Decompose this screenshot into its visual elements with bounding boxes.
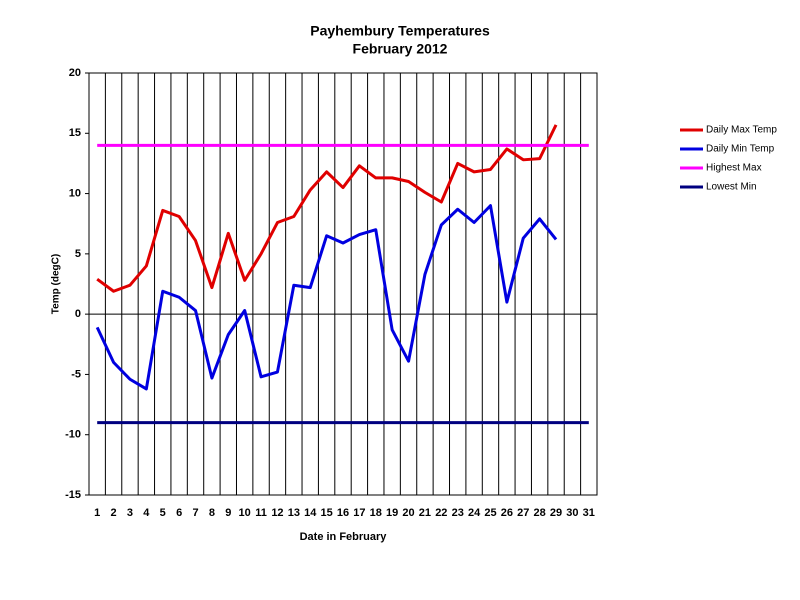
y-tick-label: -10 [65,429,81,441]
x-tick-label: 30 [566,507,578,519]
x-tick-label: 18 [370,507,382,519]
legend-label: Highest Max [706,163,762,174]
x-tick-label: 15 [320,507,332,519]
y-tick-label: 0 [75,308,81,320]
y-tick-label: -15 [65,489,81,501]
x-tick-label: 14 [304,507,317,519]
y-tick-label: 5 [75,248,81,260]
x-tick-label: 29 [550,507,562,519]
x-tick-label: 7 [192,507,198,519]
x-tick-label: 25 [484,507,496,519]
x-tick-label: 20 [402,507,414,519]
x-tick-label: 1 [94,507,100,519]
x-tick-label: 21 [419,507,431,519]
x-tick-label: 12 [271,507,283,519]
x-tick-label: 8 [209,507,215,519]
legend-label: Daily Max Temp [706,125,777,136]
legend-label: Daily Min Temp [706,144,775,155]
x-tick-label: 3 [127,507,133,519]
x-tick-label: 19 [386,507,398,519]
x-tick-label: 13 [288,507,300,519]
legend-label: Lowest Min [706,182,757,193]
x-tick-label: 22 [435,507,447,519]
series-line [95,204,558,391]
x-axis-label: Date in February [300,531,388,543]
x-tick-label: 9 [225,507,231,519]
x-tick-label: 4 [143,507,150,519]
x-tick-label: 11 [255,507,267,519]
y-tick-label: 10 [69,187,81,199]
y-tick-label: 15 [69,127,81,139]
y-tick-label: 20 [69,67,81,79]
x-tick-label: 23 [452,507,464,519]
chart-subtitle: February 2012 [353,41,448,57]
x-tick-label: 28 [534,507,546,519]
x-tick-label: 27 [517,507,529,519]
x-tick-label: 2 [111,507,117,519]
x-tick-label: 16 [337,507,349,519]
x-tick-label: 26 [501,507,513,519]
chart-title: Payhembury Temperatures [310,23,490,39]
series-line [96,124,558,293]
x-tick-label: 24 [468,507,481,519]
x-tick-label: 6 [176,507,182,519]
y-axis-label: Temp (degC) [51,254,62,314]
y-tick-label: -5 [71,368,81,380]
x-tick-label: 31 [583,507,595,519]
plot-area [88,72,598,496]
x-tick-label: 10 [239,507,251,519]
x-tick-label: 17 [353,507,365,519]
x-tick-label: 5 [160,507,166,519]
